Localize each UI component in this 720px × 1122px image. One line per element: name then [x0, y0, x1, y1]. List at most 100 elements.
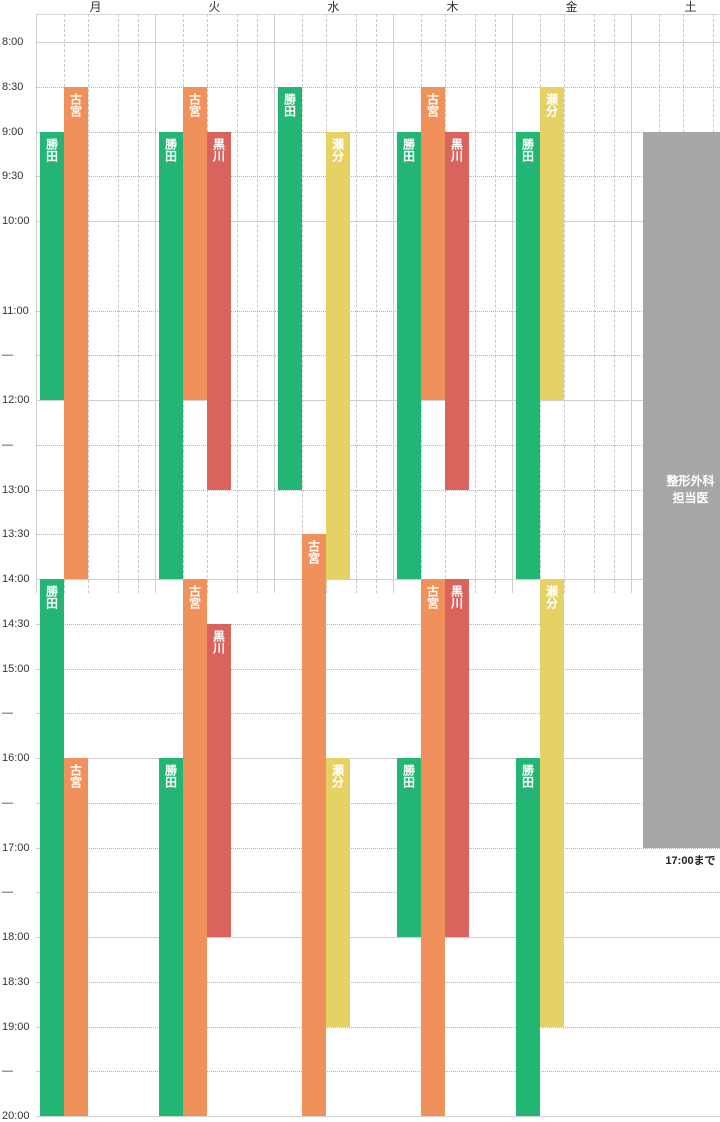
time-label: 13:30	[2, 528, 30, 541]
day-header-5: 土	[684, 0, 697, 14]
time-gridline	[36, 847, 720, 849]
day-separator	[155, 14, 156, 593]
lane-separator	[594, 14, 595, 593]
shift-block: 勝田	[516, 131, 540, 579]
lane-separator	[257, 14, 258, 593]
time-label: —	[2, 796, 13, 809]
shift-block: 瀬分	[540, 86, 564, 400]
time-label: 13:00	[2, 483, 30, 496]
time-label: 15:00	[2, 662, 30, 675]
time-gridline	[36, 400, 720, 401]
shift-block: 古宮	[64, 758, 88, 1116]
shift-block: 古宮	[183, 86, 207, 400]
shift-block: 古宮	[183, 579, 207, 1116]
day-separator	[36, 14, 37, 593]
day-separator	[393, 14, 394, 593]
saturday-orthopedics-block: 整形外科 担当医	[643, 131, 720, 848]
saturday-label-line1: 整形外科	[666, 473, 715, 488]
time-label: 10:00	[2, 215, 30, 227]
lane-separator	[475, 14, 476, 593]
shift-block: 瀬分	[326, 758, 350, 1027]
time-label: 18:30	[2, 975, 30, 988]
time-label: 11:00	[2, 304, 29, 317]
time-label: 20:00	[2, 1110, 30, 1122]
lane-separator	[614, 14, 615, 593]
time-label: 9:00	[2, 125, 24, 138]
shift-block: 勝田	[40, 131, 64, 400]
lane-separator	[138, 14, 139, 593]
time-label: —	[2, 349, 13, 362]
header-divider	[36, 14, 720, 15]
time-label: 18:00	[2, 931, 30, 943]
day-separator	[512, 14, 513, 593]
shift-block: 古宮	[64, 86, 88, 579]
shift-block: 瀬分	[540, 579, 564, 1027]
time-gridline	[36, 534, 720, 536]
day-header-0: 月	[89, 0, 102, 14]
time-gridline	[36, 937, 720, 938]
shift-block: 黒川	[207, 623, 231, 937]
time-gridline	[36, 131, 720, 133]
time-gridline	[36, 1071, 720, 1073]
time-label: —	[2, 438, 13, 451]
saturday-label-line2: 担当医	[672, 490, 709, 505]
shift-block: 勝田	[159, 131, 183, 579]
time-gridline	[36, 892, 720, 894]
time-gridline	[36, 579, 720, 580]
lane-separator	[237, 14, 238, 593]
lane-separator	[118, 14, 119, 593]
shift-block: 古宮	[421, 579, 445, 1116]
time-label: 17:00	[2, 841, 30, 854]
time-gridline	[36, 42, 720, 43]
shift-block: 勝田	[159, 758, 183, 1116]
shift-block: 勝田	[397, 758, 421, 937]
lane-separator	[302, 14, 303, 593]
time-label: 14:00	[2, 573, 30, 585]
day-header-1: 火	[208, 0, 221, 14]
time-gridline	[36, 668, 720, 670]
shift-block: 黒川	[445, 131, 469, 490]
time-gridline	[36, 86, 720, 88]
day-separator	[274, 14, 275, 593]
time-label: 16:00	[2, 752, 30, 764]
time-gridline	[36, 221, 720, 222]
time-label: 9:30	[2, 170, 24, 183]
time-label: —	[2, 707, 13, 720]
time-gridline	[36, 1026, 720, 1028]
lane-separator	[88, 14, 89, 593]
lane-separator	[376, 14, 377, 593]
time-label: 8:00	[2, 36, 24, 48]
time-gridline	[36, 981, 720, 983]
time-gridline	[36, 713, 720, 715]
time-gridline	[36, 1116, 720, 1117]
time-gridline	[36, 355, 720, 357]
time-label: 19:00	[2, 1020, 30, 1033]
saturday-end-note: 17:00まで	[665, 854, 716, 867]
day-header-4: 金	[565, 0, 578, 14]
shift-block: 古宮	[421, 86, 445, 400]
time-label: 14:30	[2, 617, 30, 630]
shift-block: 瀬分	[326, 131, 350, 579]
time-label: 8:30	[2, 80, 24, 93]
shift-block: 勝田	[278, 86, 302, 490]
shift-block: 黒川	[445, 579, 469, 937]
time-gridline	[36, 444, 720, 446]
lane-separator	[356, 14, 357, 593]
shift-block: 古宮	[302, 534, 326, 1116]
lane-separator	[495, 14, 496, 593]
shift-block: 勝田	[397, 131, 421, 579]
time-gridline	[36, 758, 720, 759]
time-label: —	[2, 1065, 13, 1078]
time-gridline	[36, 176, 720, 178]
time-label: —	[2, 886, 13, 899]
time-gridline	[36, 310, 720, 312]
day-header-2: 水	[327, 0, 340, 14]
time-gridline	[36, 623, 720, 625]
time-gridline	[36, 489, 720, 491]
lane-separator	[564, 14, 565, 593]
time-label: 12:00	[2, 394, 30, 406]
day-header-3: 木	[446, 0, 459, 14]
shift-block: 勝田	[516, 758, 540, 1116]
shift-block: 黒川	[207, 131, 231, 490]
